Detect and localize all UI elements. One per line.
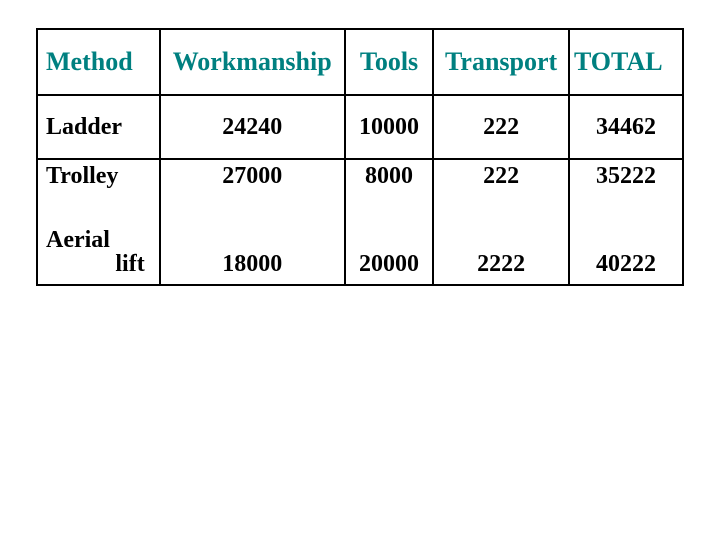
val-aerial-work: 18000 [161,252,344,276]
cell-tools: 10000 [345,95,434,159]
cell-transport: 222 [433,95,569,159]
table-row: Ladder 24240 10000 222 34462 [37,95,683,159]
val-aerial-total: 40222 [570,252,682,276]
cell-total: 35222 40222 [569,159,683,285]
col-transport: Transport [433,29,569,95]
col-workmanship: Workmanship [160,29,345,95]
label-trolley: Trolley [46,164,159,188]
cost-table: Method Workmanship Tools Transport TOTAL… [36,28,684,286]
col-tools: Tools [345,29,434,95]
table-row: Trolley Aerial lift 27000 18000 [37,159,683,285]
cell-workmanship: 27000 18000 [160,159,345,285]
val-trolley-work: 27000 [161,164,344,188]
val-trolley-trans: 222 [434,164,568,188]
cell-method: Ladder [37,95,160,159]
col-method: Method [37,29,160,95]
label-aerial-lift: Aerial lift [46,228,159,276]
col-total: TOTAL [569,29,683,95]
header-row: Method Workmanship Tools Transport TOTAL [37,29,683,95]
val-aerial-tools: 20000 [346,252,433,276]
val-trolley-total: 35222 [570,164,682,188]
cell-total: 34462 [569,95,683,159]
cell-tools: 8000 20000 [345,159,434,285]
aerial-l1: Aerial [46,228,159,252]
cell-workmanship: 24240 [160,95,345,159]
aerial-l2: lift [46,252,159,276]
cell-transport: 222 2222 [433,159,569,285]
val-aerial-trans: 2222 [434,252,568,276]
cell-method: Trolley Aerial lift [37,159,160,285]
val-trolley-tools: 8000 [346,164,433,188]
